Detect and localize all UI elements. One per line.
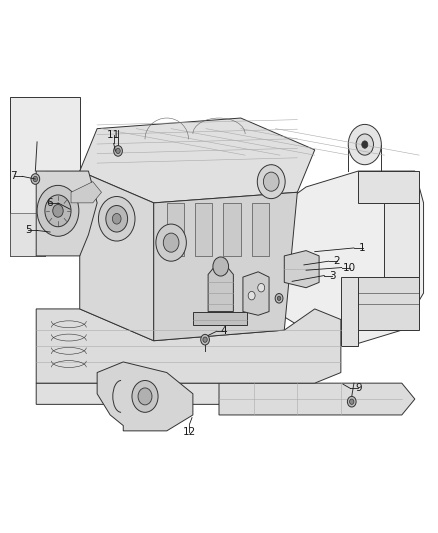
Circle shape xyxy=(362,141,368,148)
Text: 3: 3 xyxy=(329,271,336,280)
Circle shape xyxy=(116,148,120,154)
Polygon shape xyxy=(223,203,241,256)
Polygon shape xyxy=(167,203,184,256)
Polygon shape xyxy=(208,266,233,312)
Polygon shape xyxy=(193,312,247,325)
Circle shape xyxy=(113,214,121,224)
Circle shape xyxy=(156,224,186,261)
Polygon shape xyxy=(71,182,102,203)
Polygon shape xyxy=(358,277,419,330)
Polygon shape xyxy=(243,272,269,316)
Circle shape xyxy=(106,206,127,232)
Polygon shape xyxy=(358,171,419,203)
Circle shape xyxy=(347,397,356,407)
Circle shape xyxy=(138,388,152,405)
Text: 10: 10 xyxy=(343,263,356,272)
Circle shape xyxy=(275,294,283,303)
Polygon shape xyxy=(385,203,419,277)
Polygon shape xyxy=(219,383,415,415)
Circle shape xyxy=(277,296,281,301)
Polygon shape xyxy=(195,203,212,256)
Circle shape xyxy=(258,284,265,292)
Circle shape xyxy=(33,176,38,182)
Text: 2: 2 xyxy=(333,256,340,266)
Polygon shape xyxy=(154,192,297,341)
Circle shape xyxy=(248,292,255,300)
Circle shape xyxy=(45,195,71,227)
Polygon shape xyxy=(80,171,154,341)
Circle shape xyxy=(114,146,122,156)
Circle shape xyxy=(263,172,279,191)
Text: 5: 5 xyxy=(25,225,32,236)
Polygon shape xyxy=(36,383,228,405)
Circle shape xyxy=(37,185,79,236)
Circle shape xyxy=(213,257,229,276)
Circle shape xyxy=(257,165,285,199)
Text: 4: 4 xyxy=(220,326,226,336)
Polygon shape xyxy=(252,203,269,256)
Text: 11: 11 xyxy=(107,130,120,140)
Polygon shape xyxy=(341,277,358,346)
Circle shape xyxy=(99,197,135,241)
Circle shape xyxy=(356,134,374,155)
Circle shape xyxy=(132,381,158,413)
Polygon shape xyxy=(36,309,341,383)
Circle shape xyxy=(53,205,63,217)
Circle shape xyxy=(348,124,381,165)
Polygon shape xyxy=(10,214,45,256)
Circle shape xyxy=(163,233,179,252)
Polygon shape xyxy=(80,118,315,203)
Text: 12: 12 xyxy=(183,427,196,437)
Polygon shape xyxy=(254,171,424,346)
Polygon shape xyxy=(36,171,97,256)
Polygon shape xyxy=(284,251,319,288)
Circle shape xyxy=(203,337,207,342)
Text: 1: 1 xyxy=(359,243,366,253)
Circle shape xyxy=(31,174,40,184)
Polygon shape xyxy=(10,97,80,256)
Circle shape xyxy=(201,334,209,345)
Circle shape xyxy=(350,399,354,405)
Text: 9: 9 xyxy=(355,383,362,393)
Text: 6: 6 xyxy=(46,198,53,208)
Polygon shape xyxy=(97,362,193,431)
Text: 7: 7 xyxy=(10,172,17,181)
